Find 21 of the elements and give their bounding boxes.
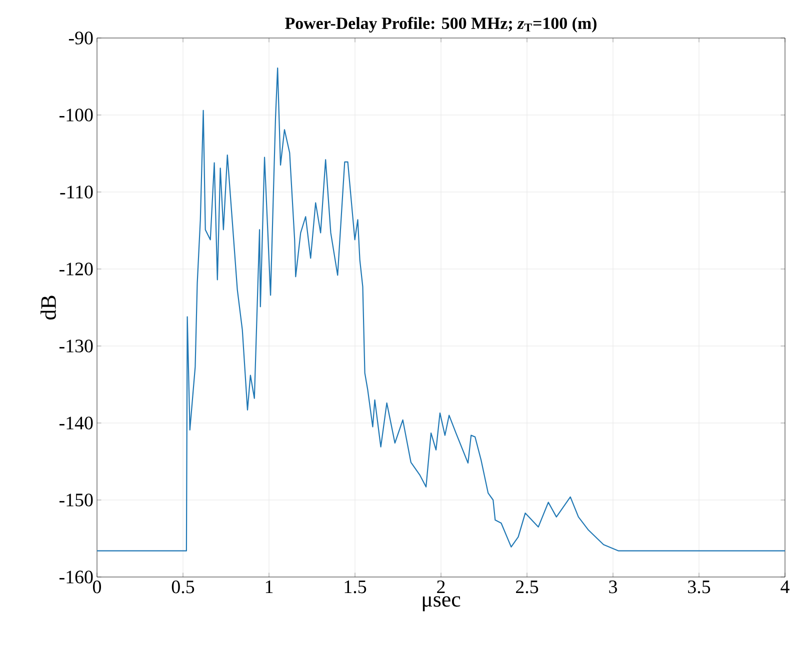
x-tick-label: 3 [609,580,617,594]
x-tick-label: 0.5 [172,580,194,594]
y-tick-label: -160 [59,570,93,584]
x-tick-label: 3.5 [688,580,710,594]
y-tick-label: -90 [68,32,93,44]
y-tick-label: -140 [59,416,93,430]
y-tick-label: -100 [59,108,93,122]
y-axis-title: dB [40,296,56,320]
x-tick-label: 2 [437,580,445,594]
x-tick-label: 1 [266,580,273,594]
x-tick-label: 1.5 [344,580,366,594]
y-tick-label: -120 [59,262,93,276]
x-tick-label: 2.5 [516,580,538,594]
y-tick-label: -130 [59,340,93,352]
line-series [97,67,786,552]
x-axis-title: μsec [422,596,460,612]
x-tick-label: 4 [780,580,790,593]
x-tick-label: 0 [92,580,101,594]
y-tick-label: -150 [59,494,93,506]
chart-title: Power-Delay Profile: 500 MHz; z$_{T}$=100 (m) [285,16,596,33]
y-tick-label: -110 [60,186,93,198]
